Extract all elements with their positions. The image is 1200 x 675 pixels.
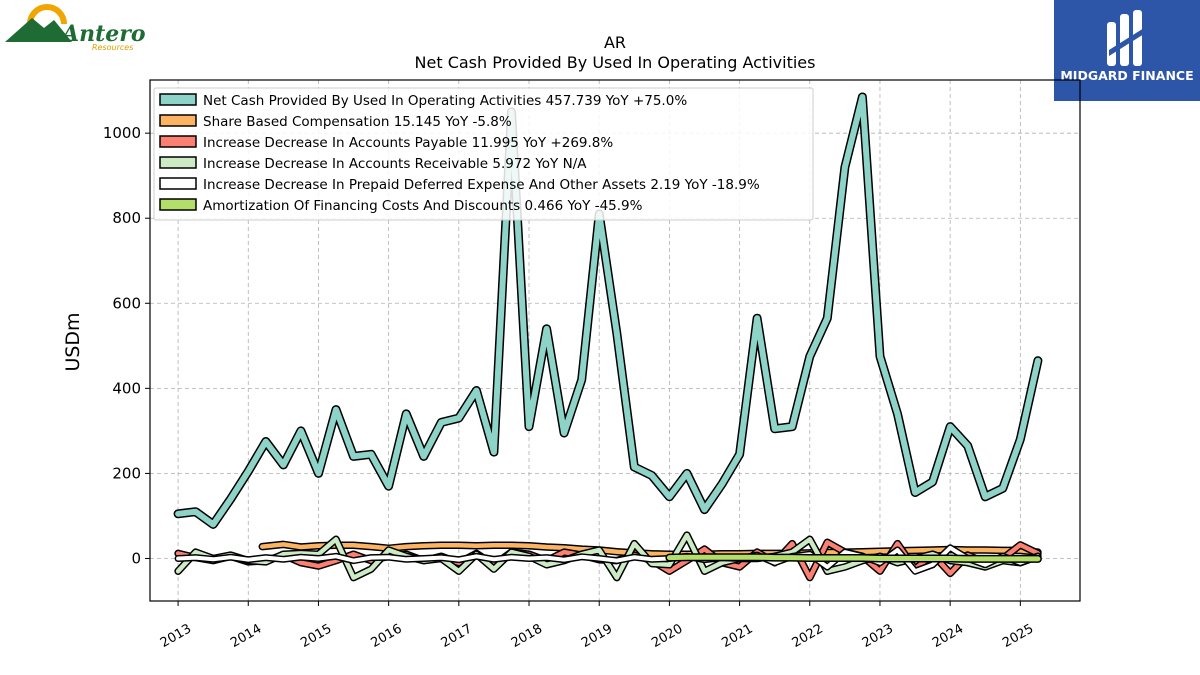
legend-swatch — [159, 93, 197, 106]
x-tick-label: 2023 — [860, 621, 896, 651]
x-tick-label: 2016 — [368, 621, 404, 651]
y-tick-label: 1000 — [103, 124, 141, 142]
series-line — [175, 94, 1041, 528]
logo-sub-text: Resources — [92, 43, 133, 52]
legend-swatch — [159, 177, 197, 190]
y-tick-label: 400 — [112, 379, 141, 397]
series-line — [666, 554, 1041, 562]
series-line — [260, 542, 1041, 557]
x-tick-label: 2017 — [439, 621, 475, 651]
plot-frame — [149, 79, 1081, 602]
legend-swatch — [159, 135, 197, 148]
y-tick-label: 800 — [112, 209, 141, 227]
chart-subtitle: Net Cash Provided By Used In Operating A… — [415, 53, 816, 72]
logo-orange-arc — [27, 4, 67, 25]
legend-entry: Increase Decrease In Accounts Receivable… — [203, 156, 587, 172]
y-tick-label: 0 — [131, 549, 141, 567]
legend-entry: Increase Decrease In Accounts Payable 11… — [203, 135, 613, 151]
y-tick-label: 600 — [112, 294, 141, 312]
legend-swatch — [159, 156, 197, 169]
x-tick-label: 2025 — [1000, 621, 1036, 651]
legend-swatch — [159, 198, 197, 211]
y-axis-title: USDm — [62, 312, 84, 371]
legend-entry: Increase Decrease In Prepaid Deferred Ex… — [203, 177, 760, 193]
x-tick-label: 2015 — [298, 621, 334, 651]
midgard-logo: MIDGARD FINANCE — [1054, 0, 1200, 101]
series-share_based — [258, 540, 1042, 558]
legend-box — [153, 87, 814, 221]
x-tick-label: 2013 — [158, 621, 194, 651]
y-tick-label: 200 — [112, 464, 141, 482]
series-amortization — [665, 553, 1042, 563]
legend-entry: Share Based Compensation 15.145 YoY -5.8… — [203, 114, 512, 130]
chart-title: AR — [604, 33, 626, 52]
legend-entry: Amortization Of Financing Costs And Disc… — [203, 198, 643, 214]
series-layer — [173, 92, 1043, 582]
legend-swatch — [159, 114, 197, 127]
x-tick-label: 2021 — [719, 621, 755, 651]
midgard-emblem-icon — [1107, 10, 1144, 66]
legend-entry: Net Cash Provided By Used In Operating A… — [203, 93, 687, 109]
x-tick-label: 2020 — [649, 621, 685, 651]
x-tick-label: 2024 — [930, 621, 966, 651]
x-tick-label: 2022 — [790, 621, 826, 651]
logo-mountain — [5, 18, 72, 42]
x-tick-label: 2018 — [509, 621, 545, 651]
x-tick-label: 2019 — [579, 621, 615, 651]
antero-logo: Antero Resources — [5, 4, 146, 52]
x-tick-label: 2014 — [228, 621, 264, 651]
midgard-brand-text: MIDGARD FINANCE — [1060, 68, 1194, 83]
series-line — [176, 545, 1040, 574]
series-prepaid — [174, 544, 1042, 575]
legend: Net Cash Provided By Used In Operating A… — [153, 87, 814, 221]
logo-brand-text: Antero — [60, 21, 146, 47]
series-net_cash — [173, 92, 1043, 529]
